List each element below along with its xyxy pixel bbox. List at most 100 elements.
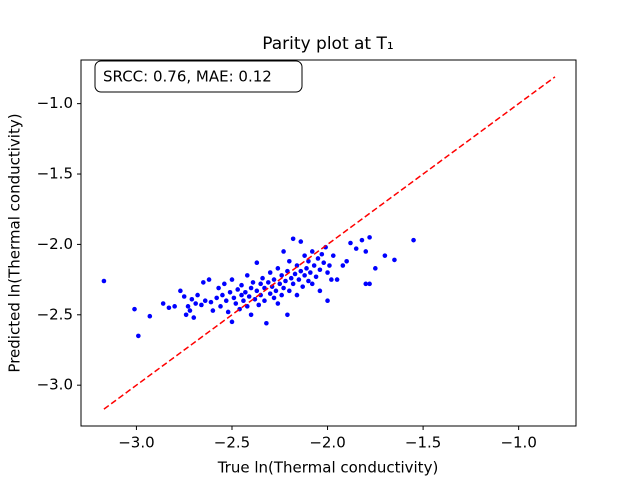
point bbox=[373, 266, 378, 271]
point bbox=[317, 267, 323, 273]
point bbox=[216, 285, 221, 291]
point bbox=[294, 263, 300, 268]
point bbox=[363, 281, 369, 287]
point bbox=[222, 281, 227, 287]
point bbox=[262, 298, 267, 304]
point bbox=[344, 259, 349, 264]
point bbox=[195, 292, 200, 298]
point bbox=[309, 281, 315, 287]
y-tick-label: −3.0 bbox=[37, 376, 73, 394]
point bbox=[166, 305, 172, 311]
point bbox=[325, 270, 330, 275]
point bbox=[330, 253, 336, 258]
point bbox=[178, 288, 183, 294]
point bbox=[172, 304, 177, 309]
plot-frame bbox=[80, 59, 577, 427]
point bbox=[348, 240, 353, 246]
point bbox=[210, 308, 216, 313]
point bbox=[273, 288, 279, 294]
x-tick-label: −2.5 bbox=[214, 434, 250, 452]
point bbox=[201, 280, 206, 285]
point bbox=[252, 297, 258, 302]
point bbox=[367, 235, 372, 240]
point bbox=[193, 301, 198, 306]
point bbox=[308, 270, 313, 275]
point bbox=[313, 274, 319, 280]
annotation: SRCC: 0.76, MAE: 0.12 bbox=[103, 68, 272, 86]
point bbox=[281, 249, 286, 254]
point bbox=[327, 263, 332, 268]
point bbox=[300, 284, 305, 289]
point bbox=[185, 304, 191, 309]
point bbox=[244, 273, 250, 278]
point bbox=[290, 281, 296, 287]
point bbox=[235, 287, 241, 292]
point bbox=[271, 295, 277, 301]
point bbox=[267, 270, 273, 275]
point bbox=[319, 251, 325, 257]
point bbox=[233, 301, 239, 306]
point bbox=[294, 292, 300, 298]
point bbox=[183, 312, 189, 318]
y-tick-label: −1.0 bbox=[37, 94, 73, 112]
point bbox=[302, 273, 307, 278]
point bbox=[248, 285, 254, 291]
point bbox=[287, 288, 292, 294]
point bbox=[220, 292, 225, 298]
point bbox=[311, 263, 317, 268]
point bbox=[290, 236, 296, 242]
y-tick-label: −2.0 bbox=[37, 235, 73, 253]
point bbox=[202, 298, 208, 304]
point bbox=[160, 301, 166, 306]
x-tick-label: −3.0 bbox=[118, 434, 154, 452]
point bbox=[279, 292, 284, 298]
point bbox=[283, 278, 288, 284]
point bbox=[292, 271, 298, 277]
point bbox=[147, 313, 153, 319]
point bbox=[317, 288, 323, 294]
point bbox=[101, 278, 107, 284]
point bbox=[187, 308, 193, 313]
point bbox=[392, 257, 397, 263]
point bbox=[227, 289, 233, 295]
y-tick-label: −1.5 bbox=[37, 165, 73, 183]
chart-title: Parity plot at T₁ bbox=[262, 34, 393, 54]
point bbox=[189, 297, 195, 302]
point bbox=[325, 298, 330, 304]
point bbox=[218, 304, 223, 309]
point bbox=[304, 266, 309, 271]
point bbox=[208, 299, 214, 305]
x-tick-label: −1.5 bbox=[405, 434, 441, 452]
point bbox=[321, 260, 327, 266]
point bbox=[306, 278, 311, 284]
point bbox=[281, 285, 286, 291]
point bbox=[132, 306, 137, 312]
point bbox=[315, 256, 321, 261]
point bbox=[191, 315, 197, 320]
point bbox=[363, 249, 369, 254]
point bbox=[256, 302, 262, 308]
point bbox=[353, 246, 359, 251]
y-axis-label: Predicted ln(Thermal conductivity) bbox=[6, 113, 24, 372]
point bbox=[258, 281, 263, 287]
point bbox=[277, 281, 283, 287]
point bbox=[285, 312, 290, 318]
point bbox=[246, 294, 252, 299]
point bbox=[239, 282, 244, 288]
point bbox=[275, 301, 281, 306]
point bbox=[275, 266, 281, 271]
point bbox=[265, 280, 271, 285]
point bbox=[199, 302, 204, 308]
point bbox=[382, 253, 388, 258]
annotation-box bbox=[94, 60, 303, 93]
point bbox=[296, 277, 302, 282]
point bbox=[309, 249, 315, 254]
point bbox=[206, 277, 212, 282]
point bbox=[239, 292, 244, 298]
point bbox=[254, 288, 260, 294]
point bbox=[136, 333, 141, 339]
point bbox=[264, 320, 269, 326]
point bbox=[334, 277, 340, 282]
point bbox=[225, 309, 231, 315]
